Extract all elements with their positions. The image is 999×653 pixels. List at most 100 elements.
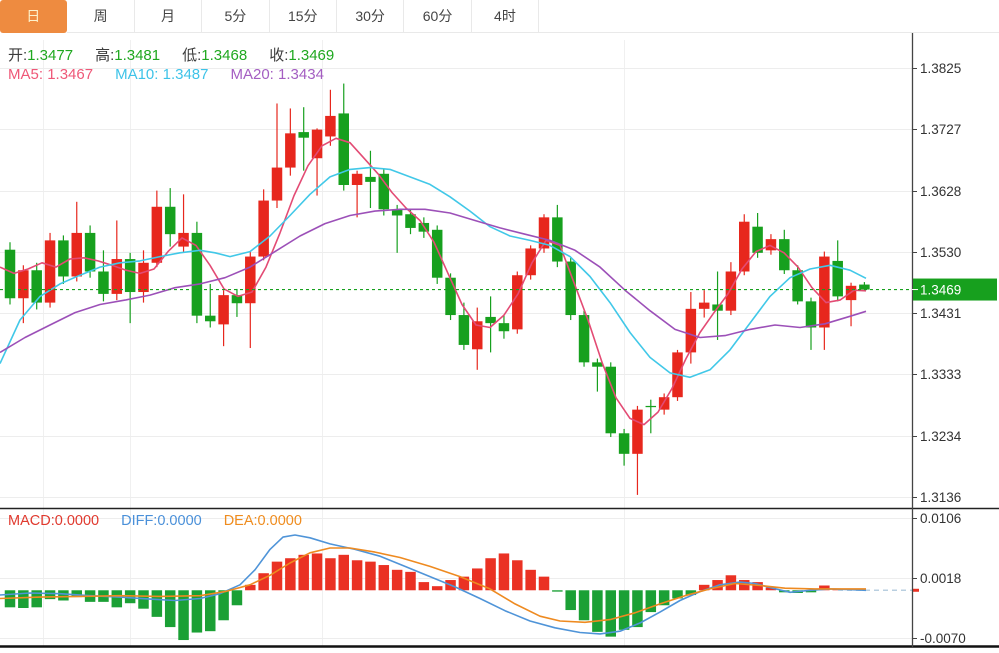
macd-bar — [458, 576, 470, 591]
macd-bar — [498, 553, 510, 591]
candle-body — [859, 284, 870, 290]
macd-bar — [378, 565, 390, 591]
macd-bar — [685, 590, 697, 596]
macd-bar — [431, 586, 443, 591]
macd-bar — [805, 590, 817, 593]
candle-body — [578, 315, 590, 363]
tab-month[interactable]: 月 — [134, 0, 203, 33]
macd-bar — [698, 584, 710, 591]
price-tick-label: 1.3530 — [920, 245, 961, 260]
candle-body — [512, 275, 523, 330]
price-tick-label: 1.3628 — [920, 184, 961, 199]
candle-body — [84, 232, 96, 272]
macd-bar — [58, 590, 69, 601]
candle-body — [565, 261, 576, 316]
candle-body — [765, 239, 777, 251]
ma5-legend: MA5: 1.3467 — [8, 66, 94, 83]
candle-body — [605, 366, 616, 434]
candle-body — [205, 315, 216, 322]
tab-30min[interactable]: 30分 — [336, 0, 405, 33]
macd-bar — [538, 576, 550, 591]
macd-bar — [618, 590, 630, 630]
ma20-legend: MA20: 1.3434 — [230, 66, 324, 83]
tab-week[interactable]: 周 — [67, 0, 135, 33]
macd-bar — [592, 590, 603, 632]
candle-body — [18, 270, 29, 299]
macd-bar — [311, 553, 323, 591]
candle-body — [218, 295, 229, 325]
macd-bar — [819, 585, 830, 591]
last-price-tag-label: 1.3469 — [920, 283, 961, 298]
macd-bar — [71, 590, 82, 598]
candle-body — [111, 259, 123, 294]
macd-bar — [285, 558, 296, 591]
macd-tick-label: -0.0070 — [920, 631, 966, 646]
macd-bar — [391, 569, 403, 591]
macd-bar — [18, 590, 29, 608]
candle-body — [258, 200, 269, 257]
tab-5min[interactable]: 5分 — [202, 0, 270, 33]
tabbar-filler — [539, 0, 999, 33]
candle-body — [311, 129, 323, 159]
macd-bar — [472, 568, 483, 591]
macd-bar — [658, 590, 670, 606]
macd-bar — [752, 582, 763, 591]
ohlc-low: 低:1.3468 — [182, 47, 248, 64]
candle-body — [618, 433, 630, 454]
tab-60min[interactable]: 60分 — [404, 0, 472, 33]
candle-body — [725, 271, 737, 311]
macd-bar — [765, 587, 777, 591]
macd-bar — [578, 590, 590, 621]
tab-4hour[interactable]: 4时 — [471, 0, 540, 33]
macd-bar — [151, 590, 163, 617]
candle-body — [338, 113, 349, 185]
macd-bar — [325, 558, 336, 591]
price-tick-label: 1.3136 — [920, 490, 961, 505]
candle-body — [71, 232, 82, 277]
macd-bar — [245, 584, 256, 591]
tab-day[interactable]: 日 — [0, 0, 68, 33]
price-tick-label: 1.3431 — [920, 306, 961, 321]
macd-bar — [405, 571, 416, 591]
candle-body — [325, 115, 336, 137]
candle-body — [178, 232, 189, 247]
candle-body — [632, 409, 643, 454]
candle-body — [685, 308, 697, 353]
candle-body — [391, 209, 403, 216]
macd-zero-marker — [913, 588, 919, 592]
macd-bar — [485, 558, 496, 591]
candle-body — [191, 232, 203, 316]
macd-bar — [191, 590, 203, 633]
tab-15min[interactable]: 15分 — [269, 0, 337, 33]
price-tick-label: 1.3825 — [920, 61, 961, 76]
macd-value: MACD:0.0000 — [8, 513, 100, 529]
price-tick-label: 1.3234 — [920, 429, 962, 444]
candle-body — [271, 167, 283, 201]
diff-value: DIFF:0.0000 — [121, 513, 202, 529]
macd-bar — [418, 582, 430, 591]
candle-body — [298, 132, 309, 138]
price-tick-label: 1.3333 — [920, 367, 961, 382]
candle-body — [819, 256, 830, 328]
macd-bar — [271, 561, 283, 591]
macd-bar — [218, 590, 229, 621]
candle-body — [698, 302, 710, 309]
ohlc-open: 开:1.3477 — [8, 47, 74, 64]
candle-body — [231, 295, 243, 304]
candle-body — [151, 206, 163, 263]
candle-body — [44, 240, 56, 303]
candle-body — [805, 301, 817, 328]
candle-body — [4, 249, 16, 299]
candle-body — [365, 176, 376, 182]
candle-body — [739, 221, 750, 272]
ma10-legend: MA10: 1.3487 — [115, 66, 209, 83]
ma10-line — [0, 166, 867, 379]
candle-body — [351, 173, 363, 185]
macd-bar — [632, 590, 643, 628]
macd-bar — [552, 590, 563, 592]
candle-body — [792, 270, 803, 302]
macd-bar — [512, 560, 523, 591]
macd-tick-label: 0.0106 — [920, 511, 961, 526]
candle-body — [645, 405, 657, 408]
